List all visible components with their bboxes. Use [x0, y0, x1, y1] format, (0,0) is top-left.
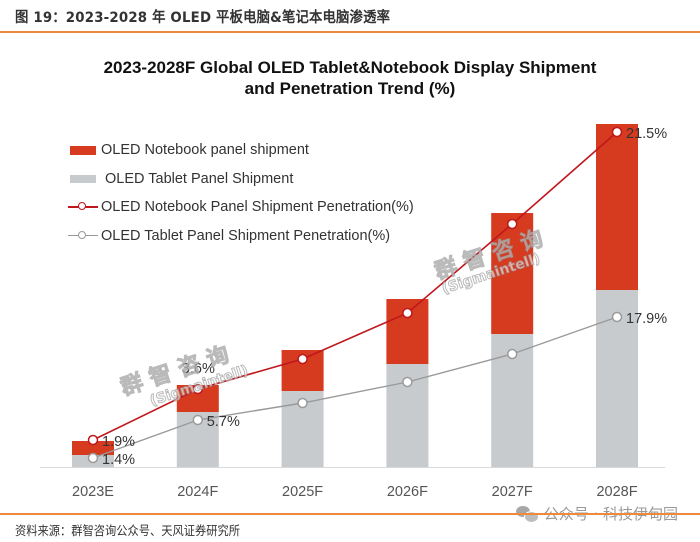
- legend-swatch-gray-bar: [68, 172, 98, 186]
- legend-swatch-red-bar: [68, 143, 98, 157]
- tablet-penetration-point-2024F: [192, 414, 204, 426]
- tablet-penetration-data-label: 5.7%: [207, 414, 240, 430]
- tablet-penetration-data-label: 17.9%: [626, 311, 667, 327]
- legend-swatch-red-line: [68, 200, 98, 214]
- figure-title: 图 19：2023-2028 年 OLED 平板电脑&笔记本电脑渗透率: [15, 10, 391, 26]
- notebook-penetration-point-2026F: [402, 307, 413, 319]
- notebook-penetration-line: [92, 131, 618, 441]
- legend-label: OLED Notebook panel shipment: [101, 142, 309, 159]
- legend-label: OLED Tablet Panel Shipment Penetration(%…: [101, 227, 391, 244]
- legend-label: OLED Tablet Panel Shipment: [105, 170, 294, 187]
- legend-swatch-gray-line: [68, 229, 98, 243]
- notebook-penetration-data-label: 21.5%: [626, 126, 667, 142]
- tablet-penetration-point-2026F: [402, 376, 413, 388]
- notebook-penetration-point-2028F: [611, 126, 623, 138]
- chart-legend: OLED Notebook panel shipment OLED Tablet…: [68, 136, 414, 250]
- bar-notebook-2023E: [72, 441, 114, 455]
- source-note: 资料来源：群智咨询公众号、天风证券研究所: [15, 523, 241, 538]
- tablet-penetration-line: [92, 316, 618, 459]
- chart-title-line2: and Penetration Trend (%): [244, 79, 456, 98]
- legend-item-notebook-shipment: OLED Notebook panel shipment: [68, 136, 414, 165]
- notebook-penetration-point-2027F: [506, 218, 518, 230]
- legend-item-tablet-shipment: OLED Tablet Panel Shipment: [68, 165, 414, 194]
- tablet-penetration-point-2023E: [87, 452, 99, 464]
- top-rule: [0, 31, 700, 33]
- bar-notebook-2027F: [491, 213, 534, 334]
- bottom-rule: [0, 513, 700, 515]
- x-tick-label: 2023E: [72, 484, 114, 500]
- legend-label: OLED Notebook Panel Shipment Penetration…: [101, 199, 414, 216]
- tablet-penetration-point-2028F: [611, 311, 623, 323]
- x-tick-label: 2026F: [387, 484, 428, 500]
- x-tick-label: 2027F: [492, 484, 533, 500]
- notebook-penetration-data-label: 1.9%: [102, 434, 135, 450]
- chart-title: 2023-2028F Global OLED Tablet&Notebook D…: [0, 57, 700, 99]
- notebook-penetration-point-2024F: [192, 383, 204, 395]
- notebook-penetration-point-2023E: [87, 434, 99, 446]
- tablet-penetration-point-2027F: [506, 348, 518, 360]
- tablet-penetration-point-2025F: [297, 397, 308, 409]
- legend-item-notebook-penetration: OLED Notebook Panel Shipment Penetration…: [68, 193, 414, 222]
- legend-item-tablet-penetration: OLED Tablet Panel Shipment Penetration(%…: [68, 222, 414, 251]
- notebook-penetration-data-label: 3.6%: [182, 361, 215, 377]
- notebook-penetration-point-2025F: [297, 353, 308, 365]
- tablet-penetration-data-label: 1.4%: [102, 452, 135, 468]
- bar-notebook-2028F: [596, 124, 638, 290]
- x-tick-label: 2024F: [177, 484, 218, 500]
- chart-title-line1: 2023-2028F Global OLED Tablet&Notebook D…: [103, 58, 597, 77]
- x-tick-label: 2028F: [596, 484, 637, 500]
- x-tick-label: 2025F: [282, 484, 323, 500]
